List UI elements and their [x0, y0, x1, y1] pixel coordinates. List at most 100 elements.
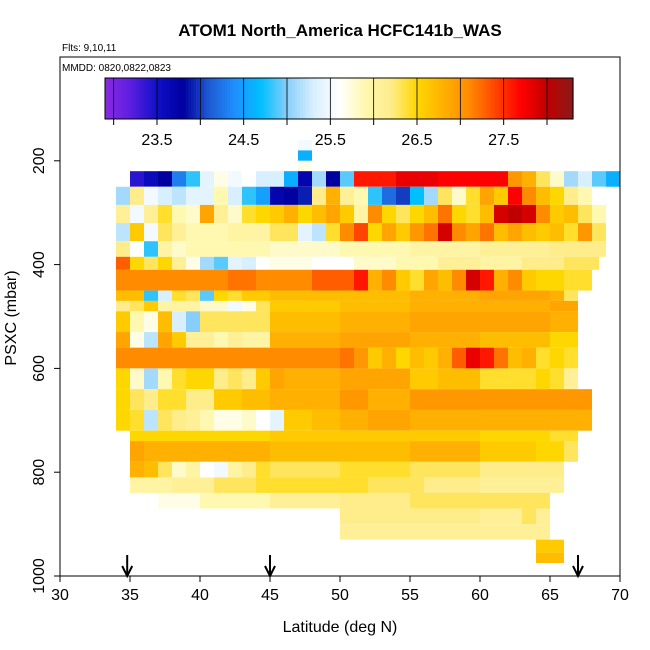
- colorbar-segment: [201, 78, 205, 119]
- heatmap-cell: [480, 368, 522, 390]
- colorbar-segment: [414, 78, 418, 119]
- heatmap-cell: [592, 223, 606, 242]
- heatmap-cell: [424, 347, 438, 369]
- heatmap-cell: [130, 311, 144, 333]
- heatmap-cell: [396, 204, 410, 224]
- heatmap-cell: [424, 204, 438, 224]
- heatmap-cell: [354, 223, 368, 242]
- colorbar-segment: [284, 78, 288, 119]
- heatmap-cell: [116, 241, 130, 257]
- colorbar-segment: [393, 78, 397, 119]
- colorbar-segment: [489, 78, 493, 119]
- colorbar-segment: [302, 78, 306, 119]
- colorbar-segment: [229, 78, 233, 119]
- heatmap-cell: [536, 524, 550, 540]
- heatmap-cell: [340, 300, 410, 312]
- heatmap-cell: [144, 204, 158, 224]
- colorbar-segment: [271, 78, 275, 119]
- heatmap-cell: [200, 368, 214, 390]
- colorbar-segment: [435, 78, 439, 119]
- colorbar-segment: [560, 78, 564, 119]
- heatmap-cell: [284, 186, 298, 205]
- colorbar-segment: [536, 78, 540, 119]
- heatmap-cell: [564, 409, 578, 431]
- heatmap-cell: [200, 311, 270, 333]
- heatmap-cell: [508, 409, 550, 431]
- heatmap-cell: [480, 347, 494, 369]
- colorbar-segment: [372, 78, 376, 119]
- colorbar-segment: [453, 78, 457, 119]
- heatmap-cell: [536, 508, 550, 525]
- colorbar-segment: [222, 78, 226, 119]
- heatmap-cell: [270, 492, 340, 509]
- heatmap-cell: [340, 524, 410, 540]
- heatmap-cell: [116, 389, 130, 410]
- colorbar-segment: [341, 78, 345, 119]
- heatmap-cell: [340, 332, 410, 348]
- colorbar-segment: [172, 78, 176, 119]
- heatmap-cell: [564, 290, 578, 301]
- colorbar-segment: [128, 78, 132, 119]
- y-axis-label: PSXC (mbar): [3, 270, 20, 365]
- heatmap-cell: [158, 389, 172, 410]
- heatmap-cell: [172, 389, 186, 410]
- colorbar-segment: [362, 78, 366, 119]
- heatmap-cell: [256, 461, 270, 478]
- colorbar-segment: [115, 78, 119, 119]
- heatmap-cell: [438, 204, 452, 224]
- heatmap-cells: [116, 140, 620, 564]
- colorbar-segment: [557, 78, 561, 119]
- colorbar-segment: [196, 78, 200, 119]
- colorbar-segment: [118, 78, 122, 119]
- heatmap-cell: [158, 290, 172, 301]
- colorbar-tick-label: 23.5: [141, 132, 172, 149]
- colorbar-segment: [344, 78, 348, 119]
- heatmap-cell: [158, 300, 172, 312]
- colorbar-segment: [482, 78, 486, 119]
- colorbar: 23.5 24.5 25.5 26.5 27.5: [104, 77, 574, 149]
- colorbar-segment: [518, 78, 522, 119]
- x-tick-label: 70: [611, 587, 629, 604]
- heatmap-cell: [214, 204, 228, 224]
- heatmap-cell: [270, 186, 284, 205]
- x-tick-label: 30: [51, 587, 69, 604]
- colorbar-segment: [346, 78, 350, 119]
- heatmap-cell: [228, 300, 242, 312]
- colorbar-segment: [562, 78, 566, 119]
- colorbar-segment: [422, 78, 426, 119]
- heatmap-cell: [144, 461, 158, 478]
- colorbar-segment: [245, 78, 249, 119]
- colorbar-segment: [365, 78, 369, 119]
- heatmap-cell: [228, 269, 256, 291]
- colorbar-segment: [505, 78, 509, 119]
- heatmap-cell: [116, 409, 130, 431]
- heatmap-cell: [522, 524, 536, 540]
- heatmap-cell: [270, 430, 340, 442]
- heatmap-cell: [410, 223, 424, 242]
- colorbar-segment: [404, 78, 408, 119]
- heatmap-cell: [494, 223, 508, 242]
- colorbar-segment: [544, 78, 548, 119]
- heatmap-cell: [270, 223, 298, 242]
- heatmap-cell: [368, 223, 382, 242]
- colorbar-segment: [549, 78, 553, 119]
- flights-label: Flts: 9,10,11: [62, 43, 117, 54]
- heatmap-cell: [480, 223, 494, 242]
- heatmap-cell: [116, 204, 130, 224]
- heatmap-cell: [382, 223, 396, 242]
- colorbar-segment: [476, 78, 480, 119]
- heatmap-cell: [256, 332, 270, 348]
- heatmap-cell: [480, 186, 494, 205]
- colorbar-segment: [424, 78, 428, 119]
- colorbar-segment: [227, 78, 231, 119]
- x-axis-label: Latitude (deg N): [283, 619, 398, 636]
- heatmap-cell: [284, 204, 298, 224]
- colorbar-segment: [526, 78, 530, 119]
- heatmap-cell: [214, 389, 242, 410]
- colorbar-segment: [307, 78, 311, 119]
- heatmap-cell: [578, 186, 592, 205]
- heatmap-cell: [494, 186, 508, 205]
- heatmap-cell: [186, 171, 200, 187]
- colorbar-segment: [144, 78, 148, 119]
